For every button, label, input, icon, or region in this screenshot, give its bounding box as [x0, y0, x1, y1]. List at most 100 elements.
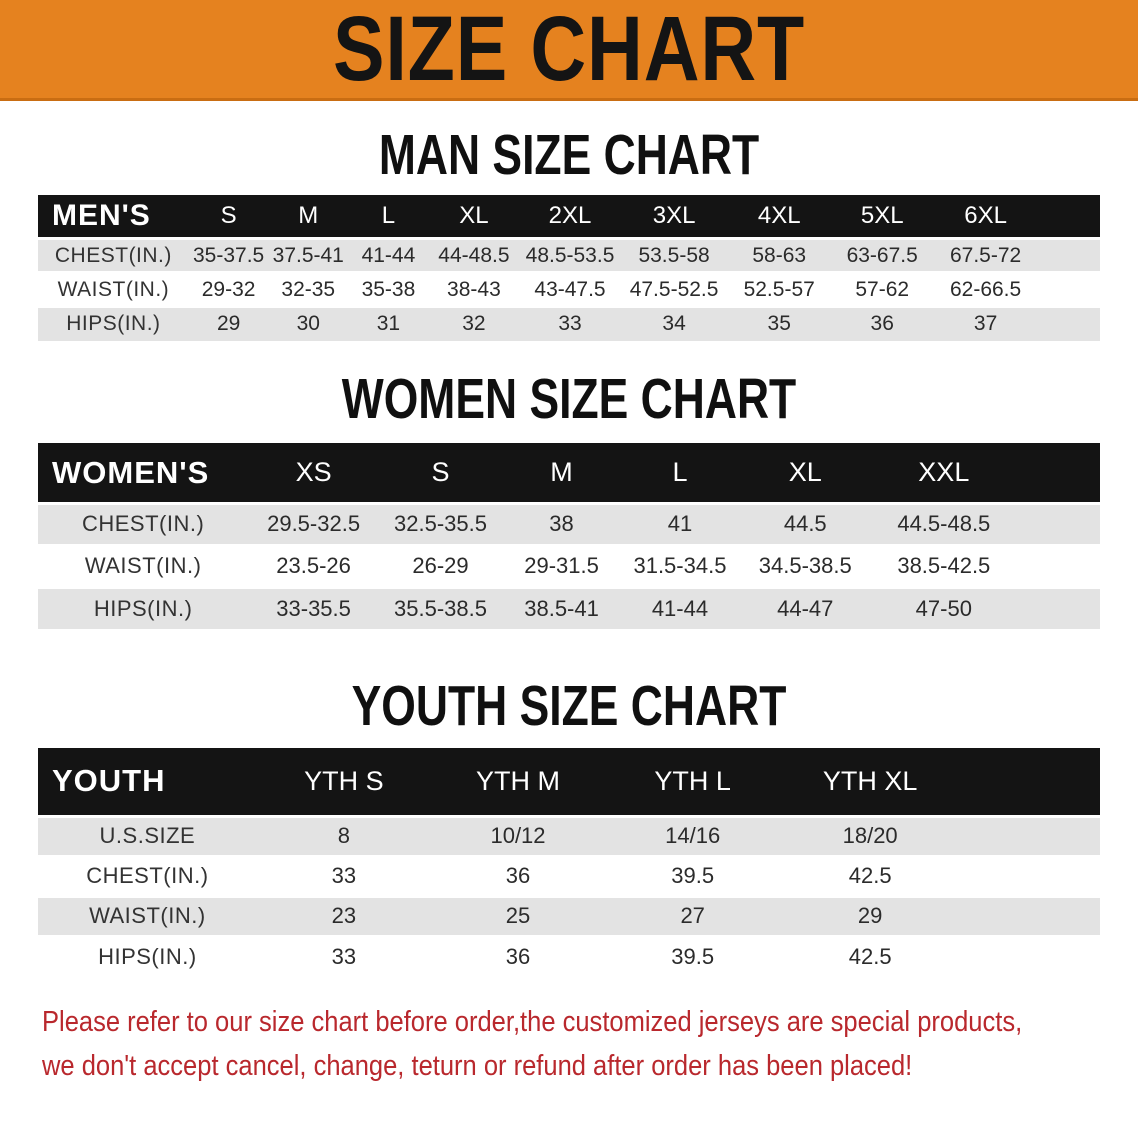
size-value-cell: 53.5-58: [638, 243, 710, 267]
table-row: HIPS(IN.) 29 30 31 32 33 34 35 36 37: [38, 306, 1100, 341]
size-value-cell: 35-38: [361, 277, 416, 301]
column-header: XL: [788, 457, 822, 488]
size-value-cell: 37: [973, 312, 998, 336]
table-row: HIPS(IN.) 33 36 39.5 42.5: [38, 936, 1100, 977]
size-value-cell: 38.5-41: [524, 596, 599, 622]
size-value-cell: 26-29: [412, 553, 469, 579]
column-header: XS: [295, 457, 332, 488]
size-value-cell: 30: [296, 312, 320, 336]
size-value-cell: 57-62: [855, 277, 910, 301]
row-label: CHEST(IN.): [81, 511, 205, 537]
table-row: CHEST(IN.) 35-37.5 37.5-41 41-44 44-48.5 48.5…: [38, 238, 1100, 273]
size-value-cell: 39.5: [671, 863, 715, 889]
size-value-cell: 33-35.5: [276, 596, 351, 622]
size-value-cell: 41-44: [361, 243, 416, 267]
size-value-cell: 36: [870, 312, 894, 336]
size-value-cell: 44.5: [783, 511, 827, 537]
size-value-cell: 31.5-34.5: [633, 553, 727, 579]
row-label: HIPS(IN.): [66, 312, 161, 336]
women-size-heading: WOMEN SIZE CHART: [341, 366, 797, 431]
disclaimer: Please refer to our size chart before or…: [42, 1000, 1138, 1088]
size-value-cell: 48.5-53.5: [525, 243, 615, 267]
size-value-cell: 32: [462, 312, 486, 336]
size-value-cell: 42.5: [848, 863, 892, 889]
size-value-cell: 14/16: [665, 823, 721, 849]
size-value-cell: 29: [857, 903, 883, 929]
table-header-label: WOMEN'S: [52, 454, 210, 490]
size-value-cell: 41-44: [651, 596, 709, 622]
size-value-cell: 35.5-38.5: [394, 596, 487, 622]
table-row: WAIST(IN.) 23 25 27 29: [38, 896, 1100, 937]
size-value-cell: 44-47: [777, 596, 834, 622]
row-label: CHEST(IN.): [54, 243, 172, 267]
size-value-cell: 42.5: [848, 943, 892, 969]
row-label: CHEST(IN.): [86, 863, 209, 889]
size-value-cell: 63-67.5: [846, 243, 918, 267]
size-value-cell: 43-47.5: [534, 277, 606, 301]
column-header: YTH L: [654, 765, 731, 796]
youth-size-section: YOUTH SIZE CHART YOUTH YTH S YTH M YTH L YTH…: [0, 674, 1138, 977]
column-header: 4XL: [757, 201, 801, 229]
size-value-cell: 33: [558, 312, 582, 336]
size-value-cell: 47.5-52.5: [629, 277, 719, 301]
size-value-cell: 23: [331, 903, 357, 929]
row-label: U.S.SIZE: [99, 823, 196, 849]
table-row: HIPS(IN.) 33-35.5 35.5-38.5 38.5-41 41-44 44-…: [38, 587, 1100, 630]
size-value-cell: 32-35: [281, 277, 336, 301]
column-header: YTH M: [476, 765, 560, 796]
size-value-cell: 34.5-38.5: [758, 553, 852, 579]
column-header: XXL: [918, 457, 970, 488]
column-header: 6XL: [964, 201, 1007, 229]
column-header: M: [550, 457, 573, 488]
size-value-cell: 33: [331, 943, 357, 969]
size-value-cell: 35-37.5: [193, 243, 265, 267]
disclaimer-line-2: we don't accept cancel, change, teturn o…: [42, 1050, 913, 1083]
size-value-cell: 37.5-41: [272, 243, 344, 267]
table-row: WAIST(IN.) 29-32 32-35 35-38 38-43 43-47.5 47.…: [38, 272, 1100, 307]
row-label: WAIST(IN.): [84, 553, 202, 579]
size-value-cell: 29.5-32.5: [267, 511, 361, 537]
column-header: YTH S: [304, 765, 384, 796]
size-value-cell: 41: [667, 511, 693, 537]
table-row: CHEST(IN.) 33 36 39.5 42.5: [38, 856, 1100, 897]
column-header: S: [431, 457, 450, 488]
women-size-section: WOMEN SIZE CHART WOMEN'S XS S M L XL XXL CHEST…: [0, 366, 1138, 630]
size-value-cell: 27: [680, 903, 705, 929]
size-value-cell: 8: [337, 823, 350, 849]
banner: SIZE CHART: [0, 0, 1138, 101]
youth-size-table: YOUTH YTH S YTH M YTH L YTH XL U.S.SIZE 8 10/1…: [38, 748, 1100, 977]
column-header: XL: [459, 201, 489, 229]
row-label: HIPS(IN.): [98, 943, 197, 969]
size-value-cell: 31: [376, 312, 401, 336]
column-header: 2XL: [548, 201, 592, 229]
size-value-cell: 29-31.5: [524, 553, 599, 579]
size-value-cell: 58-63: [752, 243, 807, 267]
size-value-cell: 32.5-35.5: [394, 511, 487, 537]
youth-size-heading: YOUTH SIZE CHART: [351, 674, 787, 739]
size-value-cell: 44.5-48.5: [897, 511, 991, 537]
size-value-cell: 62-66.5: [949, 277, 1022, 301]
row-label: WAIST(IN.): [57, 277, 170, 301]
size-value-cell: 36: [505, 863, 531, 889]
size-value-cell: 34: [662, 312, 686, 336]
size-value-cell: 38-43: [447, 277, 501, 301]
column-header: YTH XL: [822, 765, 918, 796]
size-value-cell: 52.5-57: [743, 277, 815, 301]
women-table-header-row: WOMEN'S XS S M L XL XXL: [38, 443, 1100, 504]
size-value-cell: 23.5-26: [276, 553, 351, 579]
size-value-cell: 18/20: [842, 823, 898, 849]
table-header-label: YOUTH: [52, 763, 166, 799]
size-value-cell: 38: [549, 511, 574, 537]
size-value-cell: 25: [505, 903, 531, 929]
column-header: L: [381, 201, 396, 229]
row-label: HIPS(IN.): [93, 596, 193, 622]
column-header: L: [672, 457, 688, 488]
size-value-cell: 29-32: [201, 277, 256, 301]
table-row: CHEST(IN.) 29.5-32.5 32.5-35.5 38 41 44.5 44.5…: [38, 503, 1100, 546]
size-value-cell: 67.5-72: [949, 243, 1022, 267]
column-header: M: [298, 201, 319, 229]
column-header: 5XL: [860, 201, 904, 229]
banner-title: SIZE CHART: [332, 0, 806, 100]
size-value-cell: 39.5: [671, 943, 715, 969]
